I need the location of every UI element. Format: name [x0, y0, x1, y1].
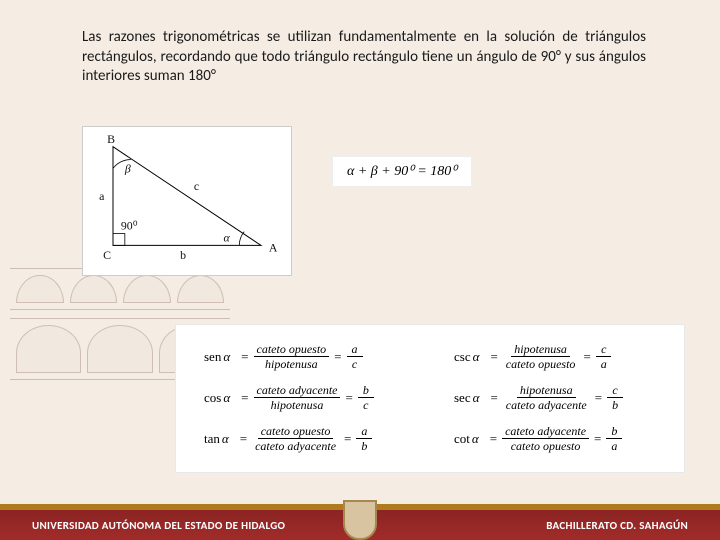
intro-paragraph: Las razones trigonométricas se utilizan …: [82, 28, 646, 87]
angle-right-label: 90⁰: [121, 219, 138, 233]
angle-beta-label: β: [124, 161, 131, 175]
side-a-label: a: [99, 189, 105, 203]
vertex-C-label: C: [103, 248, 111, 262]
formula-sen: senα= cateto opuestohipotenusa = ac: [204, 343, 406, 370]
angle-sum-equation: α + β + 90⁰ = 180⁰: [332, 156, 472, 187]
angle-alpha-label: α: [224, 230, 231, 244]
fn-label: sen: [204, 350, 221, 363]
footer-right: BACHILLERATO CD. SAHAGÚN: [546, 519, 688, 532]
formula-sec: secα= hipotenusacateto adyacente = cb: [454, 384, 656, 411]
crest-icon: [343, 500, 377, 540]
formula-cot: cotα= cateto adyacentecateto opuesto = b…: [454, 425, 656, 452]
formula-cos: cosα= cateto adyacentehipotenusa = bc: [204, 384, 406, 411]
side-b-label: b: [180, 248, 186, 262]
content-area: Las razones trigonométricas se utilizan …: [82, 28, 646, 87]
formula-csc: cscα= hipotenusacateto opuesto = ca: [454, 343, 656, 370]
diagram-row: B C A a b c β α 90⁰ α + β + 90⁰ = 180⁰: [82, 126, 472, 276]
vertex-B-label: B: [107, 132, 115, 146]
eq-rhs: 180⁰: [430, 164, 457, 179]
formulas-panel: senα= cateto opuestohipotenusa = ac cscα…: [175, 324, 685, 473]
eq-sign: =: [417, 164, 426, 179]
vertex-A-label: A: [269, 240, 278, 254]
side-c-label: c: [194, 179, 199, 193]
footer-left: UNIVERSIDAD AUTÓNOMA DEL ESTADO DE HIDAL…: [32, 519, 285, 532]
eq-lhs: α + β + 90⁰: [347, 164, 414, 179]
triangle-diagram: B C A a b c β α 90⁰: [82, 126, 292, 276]
formula-tan: tanα= cateto opuestocateto adyacente = a…: [204, 425, 406, 452]
footer-bar: UNIVERSIDAD AUTÓNOMA DEL ESTADO DE HIDAL…: [0, 504, 720, 540]
